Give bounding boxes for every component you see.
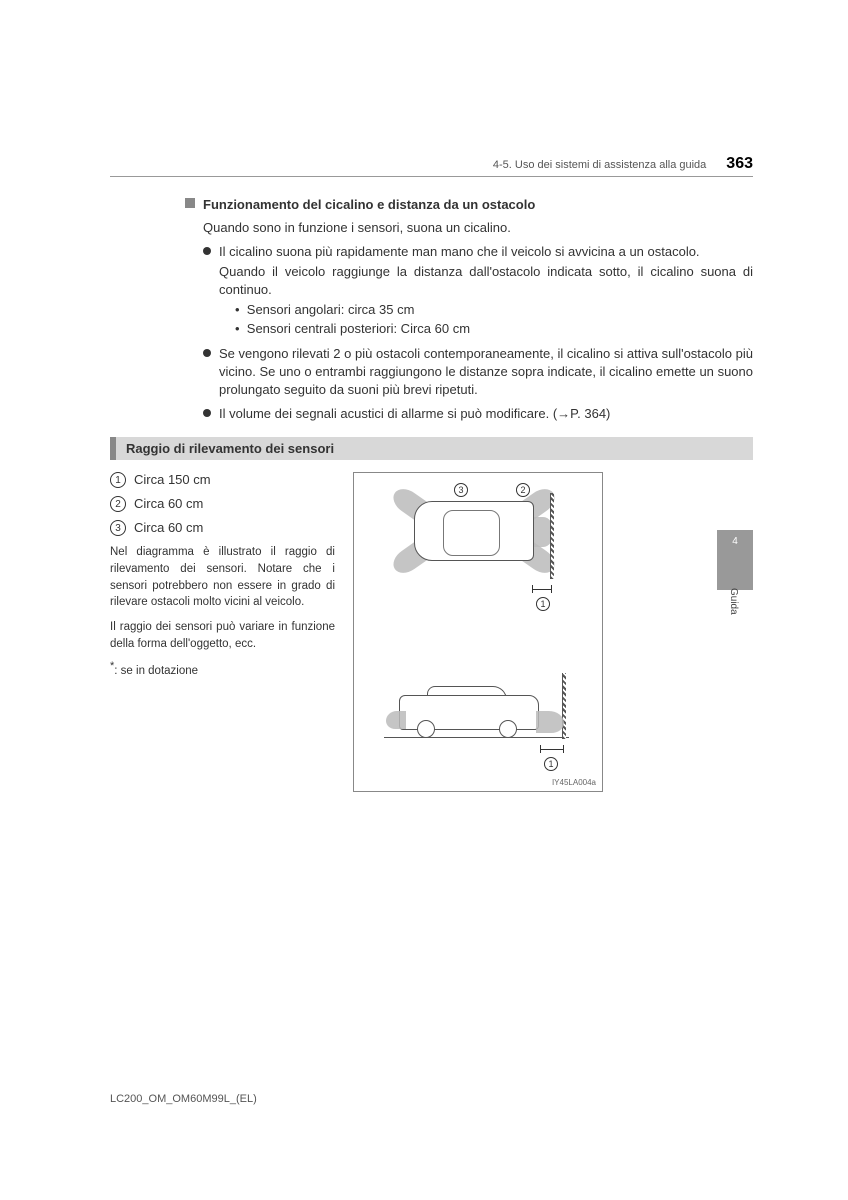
footnote-text: : se in dotazione — [114, 665, 198, 677]
numbered-item: 2 Circa 60 cm — [110, 496, 335, 512]
chapter-tab: 4 Guida — [717, 530, 753, 590]
page-header: 4-5. Uso dei sistemi di assistenza alla … — [110, 155, 753, 177]
two-column-layout: 1 Circa 150 cm 2 Circa 60 cm 3 Circa 60 … — [110, 472, 753, 792]
intro-text: Quando sono in funzione i sensori, suona… — [203, 220, 753, 235]
numbered-item: 1 Circa 150 cm — [110, 472, 335, 488]
sensor-diagram: 3 2 1 1 — [353, 472, 603, 792]
vehicle-side-icon — [399, 683, 539, 738]
bullet-item: Se vengono rilevati 2 o più ostacoli con… — [203, 345, 753, 400]
item-label: Circa 150 cm — [134, 472, 211, 487]
circled-number-icon: 1 — [110, 472, 126, 488]
section-path: 4-5. Uso dei sistemi di assistenza alla … — [493, 159, 706, 171]
sensor-cone-icon — [386, 711, 406, 729]
circled-number-icon: 2 — [110, 496, 126, 512]
manual-page: 4-5. Uso dei sistemi di assistenza alla … — [0, 0, 848, 792]
sub-bullet-text: Sensori centrali posteriori: Circa 60 cm — [247, 321, 470, 336]
bullet-text: Se vengono rilevati 2 o più ostacoli con… — [219, 345, 753, 400]
numbered-item: 3 Circa 60 cm — [110, 520, 335, 536]
heading-text: Funzionamento del cicalino e distanza da… — [203, 197, 535, 212]
content-area: Funzionamento del cicalino e distanza da… — [110, 197, 753, 792]
vehicle-top-icon — [414, 501, 534, 561]
bullet-icon — [203, 247, 211, 255]
ground-line — [384, 737, 569, 738]
dimension-line — [532, 585, 552, 593]
bullet-text: Il cicalino suona più rapidamente man ma… — [219, 244, 700, 259]
sub-bullet: • Sensori angolari: circa 35 cm — [235, 300, 753, 320]
circled-number-icon: 3 — [110, 520, 126, 536]
document-code: LC200_OM_OM60M99L_(EL) — [110, 1093, 257, 1105]
footnote: *: se in dotazione — [110, 660, 335, 677]
callout-circle: 2 — [516, 483, 530, 497]
bullet-item: Il cicalino suona più rapidamente man ma… — [203, 243, 753, 339]
image-reference-code: IY45LA004a — [552, 778, 596, 787]
section-bar: Raggio di rilevamento dei sensori — [110, 437, 753, 460]
tab-label: Guida — [728, 588, 739, 615]
sensor-cone-icon — [536, 711, 564, 733]
square-bullet-icon — [185, 198, 195, 208]
callout-circle: 1 — [544, 757, 558, 771]
callout-circle: 3 — [454, 483, 468, 497]
right-column: 3 2 1 1 — [353, 472, 753, 792]
left-column: 1 Circa 150 cm 2 Circa 60 cm 3 Circa 60 … — [110, 472, 335, 792]
wall-icon — [562, 673, 566, 739]
subsection-heading: Funzionamento del cicalino e distanza da… — [185, 197, 753, 212]
item-label: Circa 60 cm — [134, 496, 203, 511]
wall-icon — [550, 493, 554, 579]
description-paragraph: Il raggio dei sensori può variare in fun… — [110, 619, 335, 652]
bullet-icon — [203, 409, 211, 417]
bullet-icon — [203, 349, 211, 357]
page-number: 363 — [726, 155, 753, 173]
tab-number: 4 — [717, 536, 753, 547]
item-label: Circa 60 cm — [134, 520, 203, 535]
sub-bullet: • Sensori centrali posteriori: Circa 60 … — [235, 319, 753, 339]
callout-circle: 1 — [536, 597, 550, 611]
bullet-continuation: Quando il veicolo raggiunge la distanza … — [219, 263, 753, 299]
bullet-text: Il volume dei segnali acustici di allarm… — [219, 405, 753, 423]
bullet-item: Il volume dei segnali acustici di allarm… — [203, 405, 753, 423]
sub-bullet-text: Sensori angolari: circa 35 cm — [247, 302, 415, 317]
description-paragraph: Nel diagramma è illustrato il raggio di … — [110, 544, 335, 611]
dimension-line — [540, 745, 564, 753]
